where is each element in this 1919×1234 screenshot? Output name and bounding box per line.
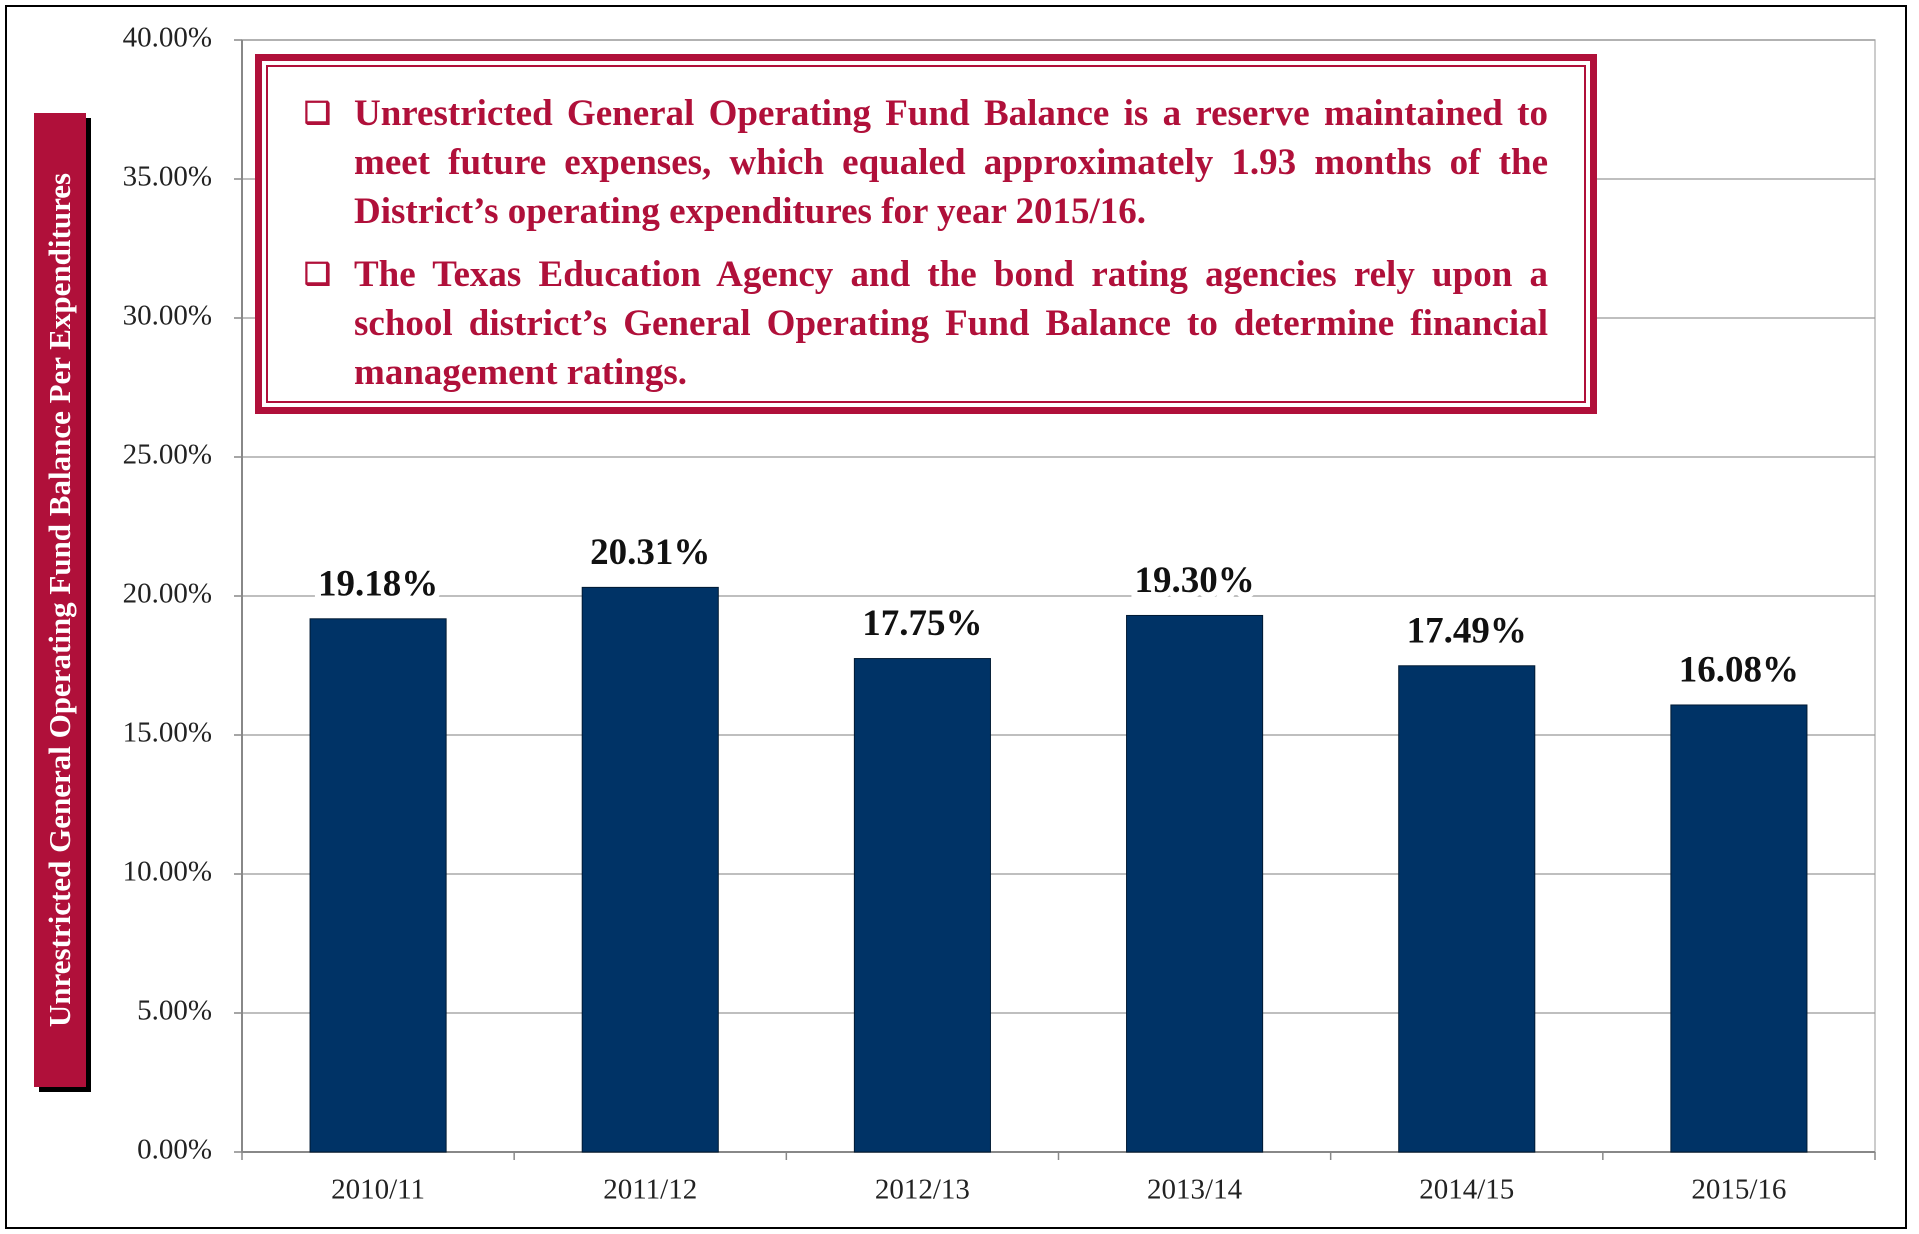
y-tick-label: 10.00%: [123, 856, 212, 888]
bar: [581, 586, 719, 1153]
y-axis-label-box: Unrestricted General Operating Fund Bala…: [34, 113, 86, 1087]
y-tick-label: 40.00%: [123, 22, 212, 54]
bar: [309, 618, 447, 1153]
x-tick-label: 2015/16: [1691, 1174, 1786, 1206]
y-tick-label: 25.00%: [123, 439, 212, 471]
bar: [1670, 704, 1808, 1153]
y-tick-label: 35.00%: [123, 161, 212, 193]
frame: [5, 5, 1907, 1229]
annotation-text: Unrestricted General Operating Fund Bala…: [354, 93, 1548, 232]
data-label: 17.49%: [1407, 610, 1527, 651]
y-tick-label: 5.00%: [137, 995, 212, 1027]
annotation-item: ❑ Unrestricted General Operating Fund Bal…: [304, 89, 1548, 236]
y-tick-label: 0.00%: [137, 1134, 212, 1166]
bar: [1398, 665, 1536, 1153]
bar: [853, 658, 991, 1153]
y-tick-label: 20.00%: [123, 578, 212, 610]
data-label: 19.30%: [1134, 560, 1254, 601]
annotation-text: The Texas Education Agency and the bond …: [354, 254, 1548, 393]
x-tick-label: 2013/14: [1147, 1174, 1243, 1206]
bar: [1126, 614, 1264, 1153]
x-tick-label: 2014/15: [1419, 1174, 1514, 1206]
data-label: 16.08%: [1679, 649, 1799, 690]
data-label: 20.31%: [590, 532, 710, 573]
annotation-item: ❑ The Texas Education Agency and the bond…: [304, 250, 1548, 397]
bullet: ❑: [304, 258, 331, 291]
data-label: 19.18%: [318, 563, 438, 604]
y-tick-label: 15.00%: [123, 717, 212, 749]
x-tick-label: 2011/12: [603, 1174, 697, 1206]
y-tick-label: 30.00%: [123, 300, 212, 332]
x-tick-label: 2012/13: [875, 1174, 970, 1206]
annotation-inner: ❑ Unrestricted General Operating Fund Bal…: [266, 65, 1586, 403]
annotation-box: ❑ Unrestricted General Operating Fund Bal…: [255, 54, 1597, 414]
y-axis-label: Unrestricted General Operating Fund Bala…: [42, 172, 77, 1028]
bullet: ❑: [304, 97, 331, 130]
x-tick-label: 2010/11: [331, 1174, 425, 1206]
data-label: 17.75%: [862, 603, 982, 644]
